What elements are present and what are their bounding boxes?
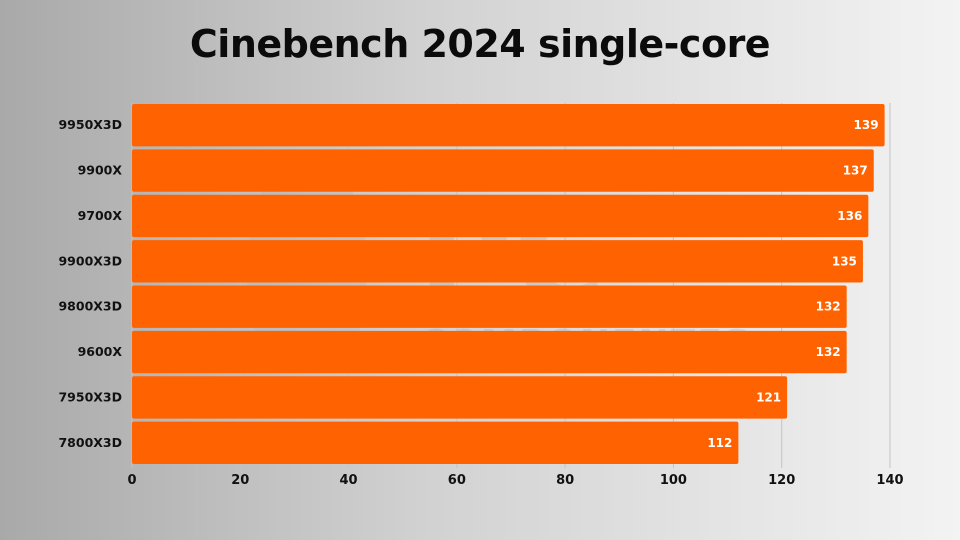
category-label: 9950X3D [58,117,122,132]
chart-title: Cinebench 2024 single-core [189,22,771,66]
x-tick-label: 100 [660,473,687,488]
data-labels: 139 137 136 135 132 132 121 112 [707,118,878,450]
data-label: 132 [816,300,841,314]
x-tick-label: 20 [231,473,249,488]
data-label: 137 [843,164,868,178]
data-label: 139 [854,118,879,132]
category-label: 7800X3D [58,435,122,450]
data-label: 135 [832,254,857,268]
data-label: 112 [707,436,732,450]
x-tick-label: 140 [876,473,903,488]
x-tick-label: 80 [556,473,574,488]
bar [132,421,739,464]
category-label: 9900X3D [58,253,122,268]
category-label: 9900X [78,163,123,178]
bar [132,104,885,147]
bar [132,285,847,328]
x-tick-label: 0 [127,473,136,488]
bars [132,104,885,464]
x-tick-label: 60 [448,473,466,488]
category-label: 9800X3D [58,299,122,314]
data-label: 121 [756,390,781,404]
data-label: 136 [837,209,862,223]
bar [132,240,863,283]
bar [132,330,847,374]
bar [132,194,869,238]
bar [132,149,874,192]
data-label: 132 [816,345,841,359]
x-axis-ticks: 0 20 40 60 80 100 120 140 [127,473,903,488]
bar [132,376,788,419]
category-labels: 9950X3D 9900X 9700X 9900X3D 9800X3D 9600X 7950… [58,117,122,450]
category-label: 9700X [78,208,123,223]
x-tick-label: 120 [768,473,795,488]
category-label: 7950X3D [58,389,122,404]
category-label: 9600X [78,344,123,359]
x-tick-label: 40 [340,473,358,488]
